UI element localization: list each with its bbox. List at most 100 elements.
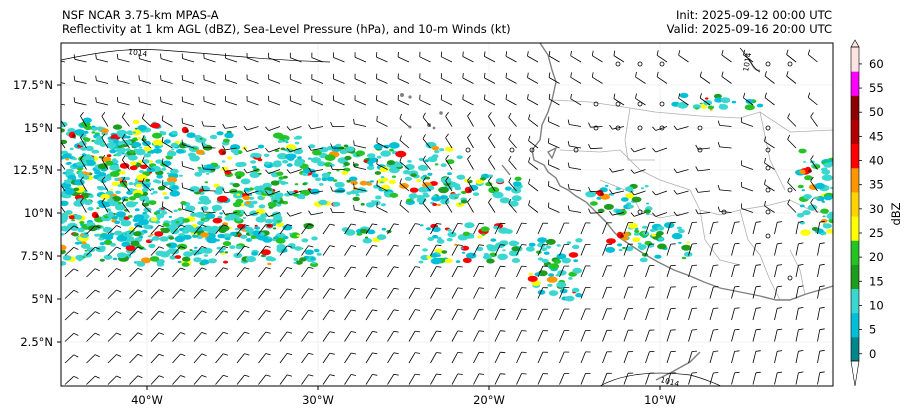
wind-barb: [709, 329, 714, 342]
reflectivity-cell: [84, 249, 88, 252]
wind-barb-flag: [399, 113, 402, 119]
wind-barb-flag: [440, 51, 443, 57]
reflectivity-cell: [169, 248, 180, 255]
reflectivity-cell: [686, 241, 690, 244]
wind-barb-flag: [141, 134, 145, 140]
wind-barb: [150, 246, 160, 256]
reflectivity-cell: [224, 251, 229, 254]
reflectivity-cell: [94, 170, 102, 175]
reflectivity-cell: [73, 187, 80, 192]
wind-barb: [645, 330, 650, 342]
wind-barb: [301, 245, 309, 256]
wind-barb: [528, 183, 539, 192]
reflectivity-cell: [219, 212, 224, 215]
reflectivity-cell: [285, 141, 289, 144]
wind-barb: [203, 125, 216, 127]
wind-barb: [193, 375, 203, 385]
wind-barb: [590, 190, 603, 193]
wind-barb: [193, 310, 203, 321]
wind-barb: [365, 223, 373, 235]
reflectivity-cell: [699, 102, 703, 105]
wind-barb-flag: [201, 310, 207, 313]
reflectivity-cell: [332, 201, 341, 207]
wind-barb: [752, 308, 757, 321]
wind-barb: [467, 180, 474, 192]
reflectivity-cell: [487, 245, 499, 252]
reflectivity-cell: [116, 235, 128, 242]
wind-barb: [559, 244, 565, 256]
wind-barb-flag: [95, 97, 97, 103]
colorbar-segment: [851, 47, 859, 72]
reflectivity-cell: [343, 162, 350, 166]
wind-barb-flag: [201, 246, 207, 249]
wind-barb: [731, 286, 735, 299]
reflectivity-cell: [142, 159, 150, 164]
wind-barb-flag: [158, 310, 164, 314]
reflectivity-cell: [720, 97, 731, 104]
wind-barb-flag: [567, 184, 570, 190]
wind-barb: [787, 182, 797, 192]
reflectivity-core: [72, 134, 76, 138]
wind-barb-flag: [372, 223, 378, 226]
reflectivity-cell: [75, 254, 85, 261]
wind-barb: [602, 373, 608, 385]
wind-barb-flag: [588, 122, 591, 128]
colorbar-tick-label: 60: [869, 57, 884, 71]
reflectivity-cell: [162, 222, 170, 227]
wind-barb: [430, 373, 437, 385]
reflectivity-cell: [152, 179, 160, 183]
valid-time: Valid: 2025-09-16 20:00 UTC: [666, 22, 832, 36]
wind-barb-flag: [399, 178, 402, 184]
wind-barb: [537, 351, 544, 364]
wind-barb-flag: [734, 285, 740, 288]
reflectivity-cell: [744, 104, 755, 111]
wind-barb-flag: [201, 142, 204, 148]
wind-barb-flag: [699, 93, 702, 99]
wind-barb-flag: [73, 225, 79, 229]
wind-barb: [333, 78, 345, 84]
wind-barb: [301, 374, 309, 385]
reflectivity-cell: [166, 243, 172, 247]
wind-barb: [709, 222, 714, 235]
reflectivity-cell: [821, 174, 833, 181]
reflectivity-cell: [799, 169, 807, 174]
coastline: [501, 43, 833, 381]
wind-barb-flag: [116, 332, 122, 336]
reflectivity-cell: [103, 239, 113, 245]
wind-barb-flag: [161, 136, 164, 142]
reflectivity-cell: [416, 195, 424, 199]
wind-barb-flag: [478, 351, 485, 354]
reflectivity-cell: [714, 97, 723, 103]
reflectivity-cell: [359, 180, 368, 186]
reflectivity-cell: [126, 130, 134, 135]
wind-barb: [623, 308, 629, 321]
wind-barb-flag: [121, 155, 126, 161]
reflectivity-core: [222, 151, 226, 155]
reflectivity-cell: [230, 231, 237, 236]
wind-barb: [484, 77, 496, 84]
wind-barb: [322, 266, 331, 278]
colorbar-tick-label: 50: [869, 105, 884, 119]
wind-barb: [268, 212, 281, 217]
wind-barb: [225, 57, 238, 63]
reflectivity-cell: [458, 202, 462, 205]
wind-barb: [505, 98, 517, 106]
reflectivity-cell: [427, 172, 433, 176]
reflectivity-core: [185, 129, 189, 133]
reflectivity-cell: [194, 233, 198, 236]
wind-barb: [397, 99, 410, 106]
reflectivity-cell: [615, 209, 623, 214]
wind-barb-flag: [286, 190, 291, 195]
wind-barb: [721, 54, 732, 63]
wind-barb: [344, 288, 352, 299]
reflectivity-cell: [464, 222, 475, 229]
wind-barb-flag: [734, 307, 740, 309]
reflectivity-cell: [143, 153, 152, 158]
reflectivity-cell: [257, 144, 265, 149]
wind-barb: [236, 353, 245, 364]
reflectivity-cell: [61, 218, 67, 223]
lat-label: 2.5°N: [20, 335, 53, 349]
reflectivity-cell: [200, 206, 209, 211]
wind-barb-flag: [819, 220, 825, 223]
reflectivity-cell: [651, 233, 656, 237]
